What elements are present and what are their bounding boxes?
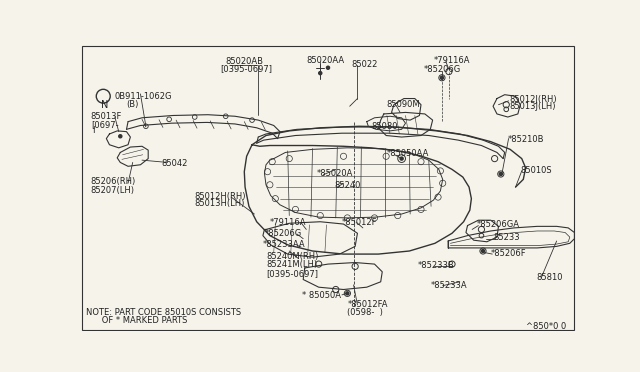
Text: *85210B: *85210B [508, 135, 544, 144]
Text: *85206F: *85206F [491, 249, 526, 258]
Text: *85050AA: *85050AA [387, 150, 429, 158]
Text: ^850*0 0: ^850*0 0 [525, 322, 566, 331]
Text: *85206G: *85206G [264, 230, 301, 238]
Text: 85013J(LH): 85013J(LH) [509, 102, 556, 111]
Text: *85020A: *85020A [316, 169, 353, 179]
Text: 85020AB: 85020AB [226, 57, 264, 66]
Text: 85206(RH): 85206(RH) [91, 177, 136, 186]
Text: *79116A: *79116A [270, 218, 307, 227]
Text: *85206G: *85206G [423, 65, 461, 74]
Text: [0697-: [0697- [91, 120, 118, 129]
Text: 85207(LH): 85207(LH) [91, 186, 135, 195]
Text: 85013F: 85013F [91, 112, 122, 121]
Text: N: N [101, 100, 108, 110]
Circle shape [346, 292, 349, 295]
Text: OF * MARKED PARTS: OF * MARKED PARTS [86, 317, 188, 326]
Text: 85010S: 85010S [520, 166, 552, 175]
Circle shape [326, 66, 330, 69]
Text: *85206GA: *85206GA [477, 220, 520, 229]
Circle shape [499, 173, 502, 176]
Text: 85012H(RH): 85012H(RH) [195, 192, 246, 201]
Text: 85042: 85042 [161, 158, 188, 168]
Text: 85810: 85810 [536, 273, 563, 282]
Text: (0598-  ): (0598- ) [348, 308, 383, 317]
Circle shape [400, 157, 403, 160]
Text: 85090M: 85090M [386, 100, 420, 109]
Text: I: I [92, 126, 95, 135]
Circle shape [440, 76, 444, 79]
Text: 85022: 85022 [351, 60, 378, 69]
Text: 85012J(RH): 85012J(RH) [509, 95, 557, 104]
Text: *85233B: *85233B [418, 261, 454, 270]
Text: 85013H(LH): 85013H(LH) [195, 199, 245, 208]
Text: *85012FA: *85012FA [348, 300, 388, 309]
Text: 85233: 85233 [494, 232, 520, 241]
Text: [0395-0697]: [0395-0697] [220, 64, 272, 73]
Circle shape [119, 135, 122, 138]
Text: 85240M(RH): 85240M(RH) [266, 252, 318, 261]
Text: 85020AA: 85020AA [307, 56, 344, 65]
Text: *79116A: *79116A [434, 56, 470, 65]
Text: 0B911-1062G: 0B911-1062G [114, 92, 172, 100]
Text: * 85050A: * 85050A [301, 291, 340, 300]
Circle shape [481, 250, 484, 253]
Text: NOTE: PART CODE 85010S CONSISTS: NOTE: PART CODE 85010S CONSISTS [86, 308, 241, 317]
Text: (B): (B) [127, 100, 139, 109]
Text: *85233AA: *85233AA [263, 240, 305, 249]
Text: 85080: 85080 [371, 122, 398, 131]
Circle shape [319, 71, 322, 75]
Text: *85233A: *85233A [430, 281, 467, 290]
Text: 85240: 85240 [334, 181, 360, 190]
Text: *85012F: *85012F [342, 218, 378, 227]
Text: 85241M(LH): 85241M(LH) [266, 260, 317, 269]
Text: [0395-0697]: [0395-0697] [266, 269, 318, 278]
